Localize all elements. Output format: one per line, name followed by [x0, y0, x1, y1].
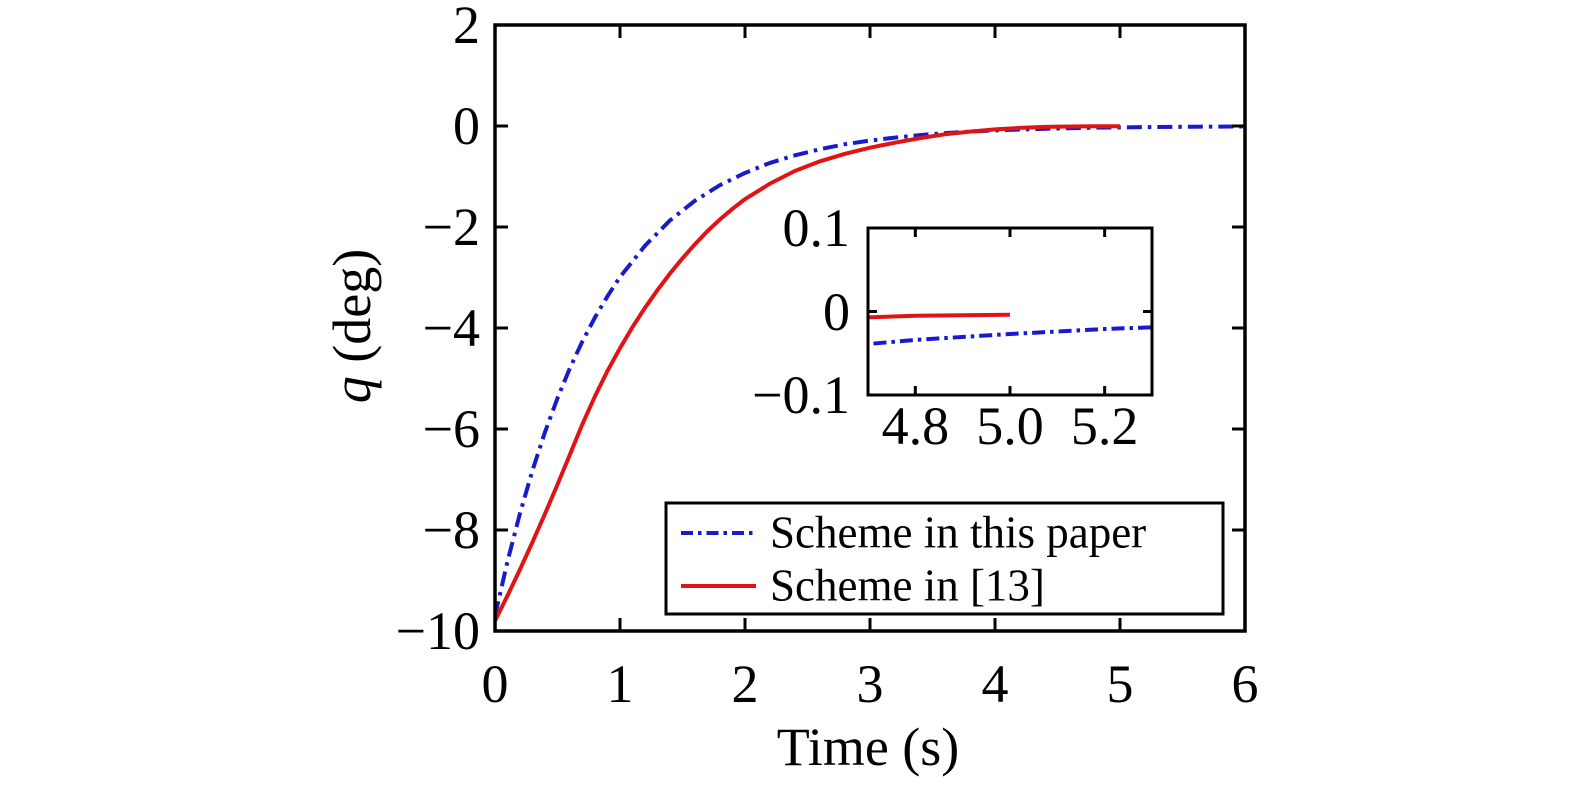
- legend-label-scheme-13: Scheme in [13]: [770, 560, 1045, 611]
- legend-box: [664, 501, 1225, 616]
- x-axis-title: Time (s): [776, 717, 960, 777]
- inset-y-tick-label: 0.1: [782, 198, 851, 258]
- inset-y-tick-label: −0.1: [752, 365, 850, 425]
- legend-label-scheme-this-paper: Scheme in this paper: [770, 507, 1147, 558]
- x-tick-label: 2: [731, 654, 759, 714]
- x-tick-label: 5: [1106, 654, 1134, 714]
- x-tick-label: 0: [481, 654, 509, 714]
- y-axis-title: q (deg): [322, 248, 382, 404]
- y-axis-unit: (deg): [322, 248, 382, 377]
- inset-x-tick-label: 5.2: [1070, 396, 1139, 456]
- inset-y-tick-label: 0: [823, 281, 850, 342]
- x-tick-label: 1: [606, 654, 634, 714]
- inset-line-scheme-13: [868, 312, 1011, 320]
- inset-x-tick-label: 4.8: [881, 396, 950, 456]
- y-tick-label: −8: [422, 500, 480, 560]
- y-tick-label: −10: [395, 601, 480, 661]
- inset-line-scheme-this-paper: [868, 325, 1152, 347]
- y-axis-variable: q: [322, 376, 382, 404]
- x-tick-label: 4: [981, 654, 1009, 714]
- inset-x-tick-label: 5.0: [976, 396, 1044, 456]
- x-tick-label: 6: [1231, 654, 1259, 714]
- y-tick-label: −2: [422, 197, 480, 257]
- y-tick-label: 2: [453, 0, 480, 55]
- y-tick-label: −6: [422, 399, 480, 459]
- y-tick-label: −4: [422, 298, 480, 358]
- y-tick-label: 0: [453, 96, 480, 156]
- series-line-scheme-13: [495, 124, 1121, 622]
- x-tick-label: 3: [856, 654, 884, 714]
- inset-axes-box: [866, 226, 1154, 397]
